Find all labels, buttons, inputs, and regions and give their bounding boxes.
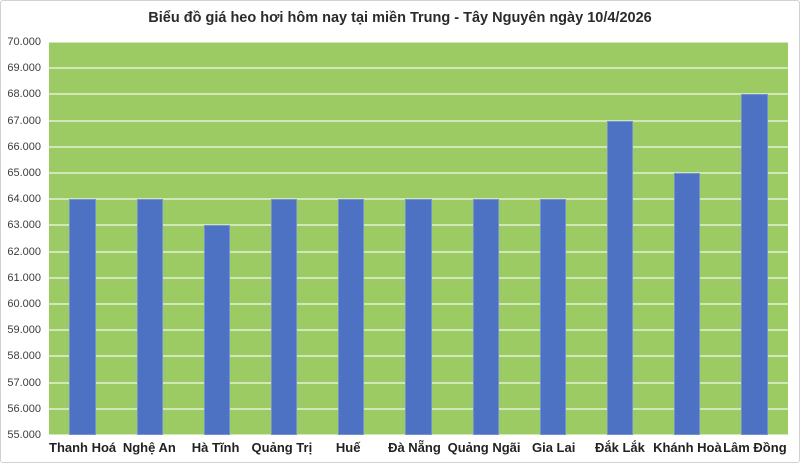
y-axis-tick-label: 58.000: [7, 350, 41, 363]
bar-column: [49, 42, 116, 435]
price-bar: [741, 94, 768, 435]
x-axis-category-label: Quảng Ngãi: [447, 440, 521, 455]
y-axis-tick-label: 69.000: [7, 62, 41, 75]
gridline: [49, 93, 788, 96]
y-axis-tick-label: 70.000: [7, 36, 41, 48]
y-axis-tick-label: 66.000: [7, 140, 41, 153]
bar-column: [587, 42, 654, 435]
x-axis-category-label: Quảng Trị: [251, 440, 313, 455]
y-axis-tick-label: 68.000: [7, 88, 41, 101]
bar-column: [251, 42, 318, 435]
gridline: [49, 67, 788, 70]
gridline: [49, 41, 788, 43]
gridline: [49, 434, 788, 436]
x-axis-category-label: Đà Nẵng: [388, 440, 441, 455]
x-axis: Thanh Hoá Nghệ An Hà Tĩnh Quảng Trị Huế Đà Nẵ…: [49, 440, 788, 455]
x-axis-category-label: Đắk Lắk: [595, 440, 645, 455]
x-axis-category-label: Khánh Hoà: [653, 440, 722, 455]
price-bar: [69, 199, 96, 435]
chart-title: Biểu đồ giá heo hơi hôm nay tại miền Tru…: [148, 10, 652, 26]
y-axis-tick-label: 63.000: [7, 219, 41, 232]
gridline: [49, 119, 788, 122]
x-axis-category-label: Nghệ An: [122, 440, 176, 455]
x-axis-category-label: Thanh Hoá: [49, 440, 117, 455]
y-axis-tick-label: 56.000: [7, 402, 41, 415]
bar-column: [385, 42, 452, 435]
y-axis-tick-label: 62.000: [7, 245, 41, 258]
price-bar: [674, 173, 701, 435]
price-bar: [338, 199, 365, 435]
gridline: [49, 172, 788, 175]
price-bar: [539, 199, 566, 435]
y-axis: 55.000 56.000 57.000 58.000 59.000 60.000 61.0…: [1, 36, 45, 441]
y-axis-tick-label: 57.000: [7, 376, 41, 389]
x-axis-category-label: Hà Tĩnh: [191, 440, 240, 455]
x-axis-category-label: Huế: [335, 440, 361, 455]
bar-column: [452, 42, 519, 435]
y-axis-tick-label: 67.000: [7, 114, 41, 127]
plot-area: [49, 41, 788, 436]
bar-column: [654, 42, 721, 435]
y-axis-tick-label: 60.000: [7, 298, 41, 311]
bar-column: [721, 42, 788, 435]
y-axis-tick-label: 55.000: [7, 429, 41, 441]
bar-column: [519, 42, 586, 435]
price-bar: [606, 120, 634, 435]
y-axis-tick-label: 59.000: [7, 324, 41, 337]
price-bar: [203, 225, 231, 435]
bar-column: [116, 42, 183, 435]
price-bar: [472, 199, 499, 435]
bars-row: [49, 42, 788, 435]
bar-column: [318, 42, 385, 435]
y-axis-tick-label: 64.000: [7, 193, 41, 206]
bar-column: [183, 42, 250, 435]
price-bar: [405, 199, 432, 435]
y-axis-tick-label: 65.000: [7, 167, 41, 180]
price-bar: [136, 199, 163, 435]
x-axis-category-label: Lâm Đồng: [723, 440, 787, 455]
x-axis-category-label: Gia Lai: [531, 440, 576, 455]
gridline: [49, 145, 788, 148]
price-bar: [271, 199, 298, 435]
y-axis-tick-label: 61.000: [7, 271, 41, 284]
